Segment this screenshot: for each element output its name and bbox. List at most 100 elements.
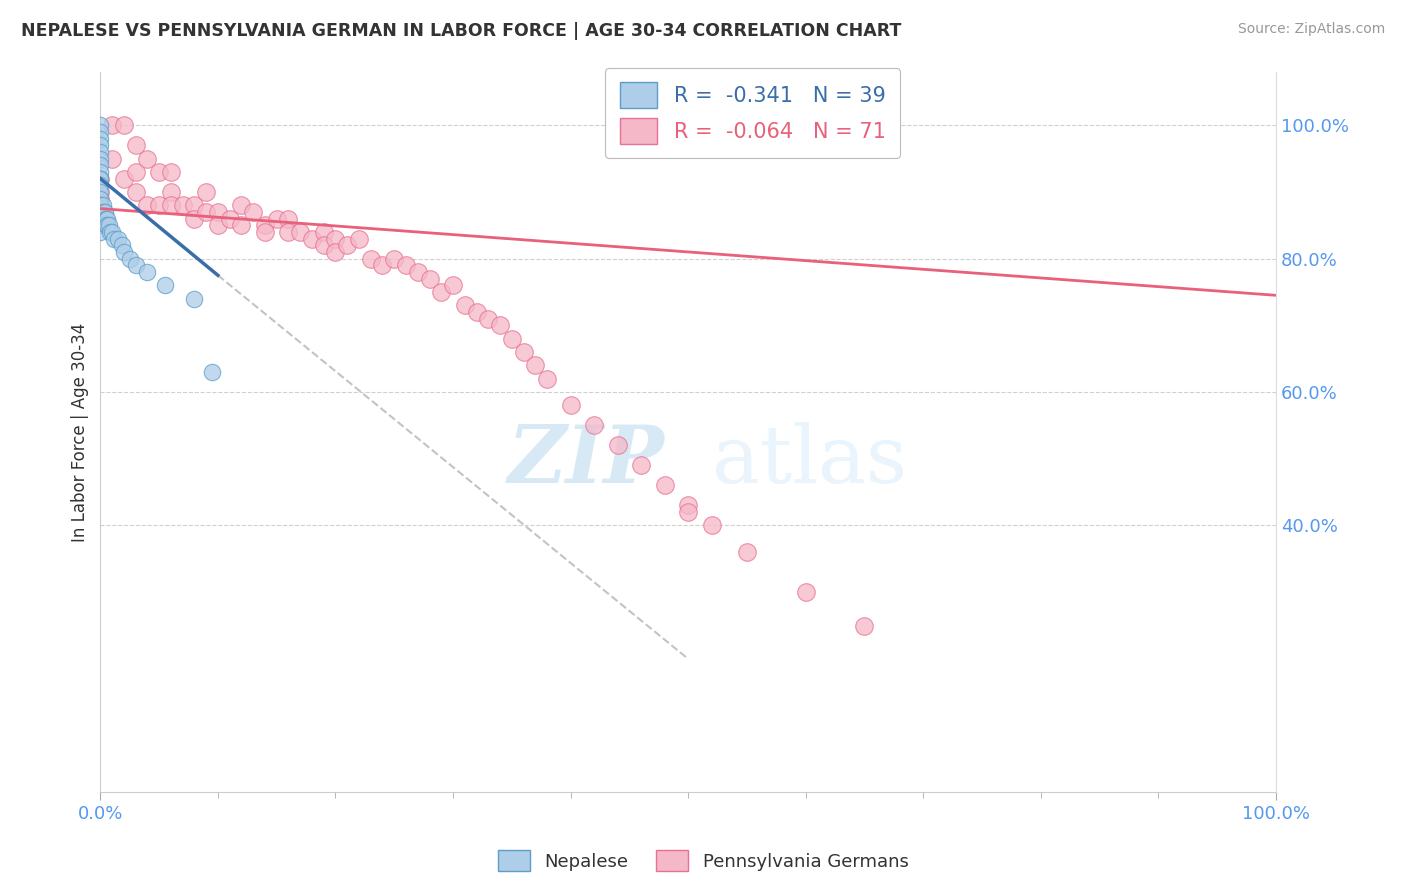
Point — [242, 205, 264, 219]
Point — [98, 225, 121, 239]
Point — [183, 198, 205, 212]
Point — [89, 152, 111, 166]
Point — [124, 258, 146, 272]
Point — [195, 185, 218, 199]
Point — [89, 219, 111, 233]
Point — [489, 318, 512, 333]
Point — [630, 458, 652, 473]
Point — [89, 211, 111, 226]
Point — [395, 258, 418, 272]
Point — [112, 171, 135, 186]
Point — [441, 278, 464, 293]
Point — [148, 198, 170, 212]
Point — [89, 185, 111, 199]
Point — [794, 585, 817, 599]
Point — [136, 152, 159, 166]
Point — [277, 225, 299, 239]
Point — [89, 171, 111, 186]
Point — [160, 165, 183, 179]
Point — [124, 165, 146, 179]
Point — [201, 365, 224, 379]
Point — [89, 125, 111, 139]
Point — [89, 198, 111, 212]
Point — [430, 285, 453, 299]
Point — [96, 211, 118, 226]
Point — [93, 205, 115, 219]
Point — [853, 618, 876, 632]
Point — [312, 238, 335, 252]
Point — [290, 225, 312, 239]
Point — [96, 219, 118, 233]
Point — [89, 185, 111, 199]
Point — [172, 198, 194, 212]
Text: NEPALESE VS PENNSYLVANIA GERMAN IN LABOR FORCE | AGE 30-34 CORRELATION CHART: NEPALESE VS PENNSYLVANIA GERMAN IN LABOR… — [21, 22, 901, 40]
Point — [360, 252, 382, 266]
Point — [112, 118, 135, 132]
Point — [465, 305, 488, 319]
Point — [183, 211, 205, 226]
Point — [454, 298, 477, 312]
Point — [89, 211, 111, 226]
Point — [89, 138, 111, 153]
Point — [195, 205, 218, 219]
Point — [112, 244, 135, 259]
Point — [89, 165, 111, 179]
Point — [735, 545, 758, 559]
Point — [89, 131, 111, 145]
Point — [700, 518, 723, 533]
Point — [89, 118, 111, 132]
Point — [301, 231, 323, 245]
Point — [371, 258, 394, 272]
Point — [654, 478, 676, 492]
Point — [277, 211, 299, 226]
Point — [501, 332, 523, 346]
Point — [101, 118, 124, 132]
Point — [101, 225, 124, 239]
Point — [89, 158, 111, 172]
Point — [89, 145, 111, 159]
Point — [136, 198, 159, 212]
Point — [89, 205, 111, 219]
Point — [97, 219, 120, 233]
Point — [312, 225, 335, 239]
Point — [231, 198, 253, 212]
Point — [536, 372, 558, 386]
Point — [183, 292, 205, 306]
Point — [583, 418, 606, 433]
Point — [325, 231, 347, 245]
Point — [153, 278, 176, 293]
Point — [94, 205, 117, 219]
Point — [253, 219, 276, 233]
Point — [524, 359, 547, 373]
Point — [382, 252, 405, 266]
Point — [89, 171, 111, 186]
Point — [136, 265, 159, 279]
Point — [89, 205, 111, 219]
Point — [207, 205, 229, 219]
Point — [101, 152, 124, 166]
Point — [89, 192, 111, 206]
Point — [560, 398, 582, 412]
Point — [606, 438, 628, 452]
Point — [89, 198, 111, 212]
Legend: R =  -0.341   N = 39, R =  -0.064   N = 71: R = -0.341 N = 39, R = -0.064 N = 71 — [605, 68, 900, 158]
Y-axis label: In Labor Force | Age 30-34: In Labor Force | Age 30-34 — [72, 322, 89, 541]
Point — [124, 185, 146, 199]
Point — [406, 265, 429, 279]
Point — [89, 171, 111, 186]
Point — [325, 244, 347, 259]
Point — [107, 231, 129, 245]
Point — [118, 252, 141, 266]
Point — [512, 345, 534, 359]
Point — [148, 165, 170, 179]
Point — [676, 499, 699, 513]
Text: atlas: atlas — [711, 422, 907, 500]
Point — [477, 311, 499, 326]
Point — [103, 231, 125, 245]
Text: ZIP: ZIP — [508, 422, 665, 500]
Point — [93, 211, 115, 226]
Point — [266, 211, 288, 226]
Point — [89, 192, 111, 206]
Text: Source: ZipAtlas.com: Source: ZipAtlas.com — [1237, 22, 1385, 37]
Point — [91, 198, 114, 212]
